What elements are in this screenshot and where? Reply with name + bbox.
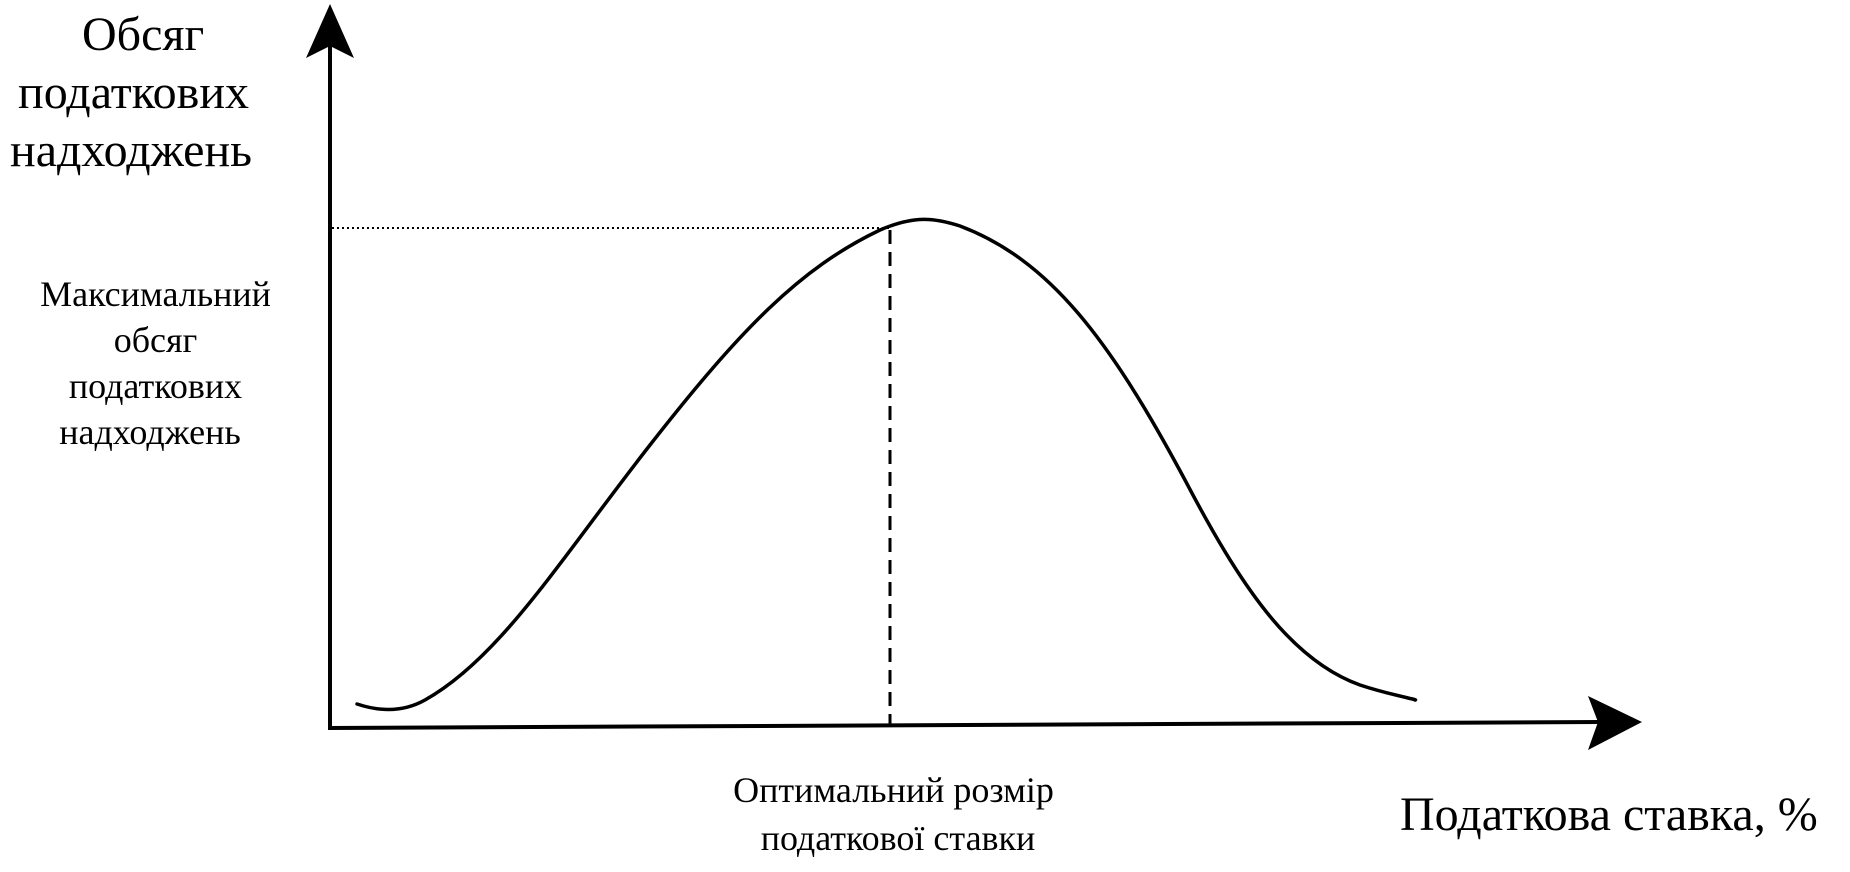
y-axis-arrowhead bbox=[306, 4, 354, 58]
max-revenue-label-line-4: надходжень bbox=[59, 412, 241, 452]
optimal-rate-label-line-1: Оптимальний розмір bbox=[733, 770, 1054, 810]
max-revenue-label: Максимальний обсяг податкових надходжень bbox=[40, 274, 280, 452]
tax-revenue-curve bbox=[355, 217, 1418, 712]
max-revenue-label-line-1: Максимальний bbox=[40, 274, 271, 314]
optimal-rate-label-line-2: податкової ставки bbox=[761, 818, 1036, 858]
y-axis-label: Обсяг податкових надходжень bbox=[10, 8, 261, 177]
x-axis-label: Податкова ставка, % bbox=[1400, 788, 1818, 841]
y-axis-label-line-3: надходжень bbox=[10, 124, 252, 177]
y-axis-label-line-1: Обсяг bbox=[82, 8, 204, 61]
y-axis-label-line-2: податкових bbox=[18, 66, 249, 119]
max-revenue-label-line-2: обсяг bbox=[114, 320, 198, 360]
x-axis-arrowhead bbox=[1588, 696, 1642, 750]
optimal-rate-label: Оптимальний розмір податкової ставки bbox=[733, 770, 1063, 858]
x-axis-line bbox=[327, 720, 1601, 730]
max-revenue-label-line-3: податкових bbox=[69, 366, 242, 406]
